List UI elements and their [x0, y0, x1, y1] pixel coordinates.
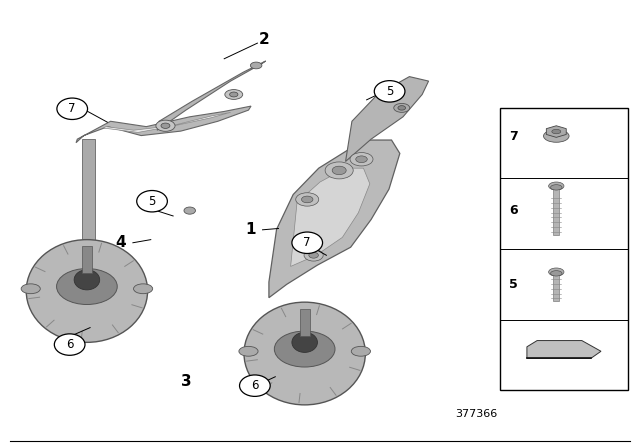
Circle shape [137, 190, 168, 212]
Ellipse shape [250, 62, 262, 69]
Circle shape [54, 334, 85, 355]
Bar [553, 186, 559, 235]
Ellipse shape [548, 268, 564, 276]
Circle shape [239, 375, 270, 396]
Ellipse shape [351, 346, 371, 356]
Ellipse shape [184, 207, 195, 214]
Ellipse shape [296, 193, 319, 206]
Text: 5: 5 [148, 195, 156, 208]
Polygon shape [547, 126, 566, 138]
Ellipse shape [134, 284, 153, 294]
Text: 2: 2 [259, 32, 270, 47]
Text: 7: 7 [509, 129, 518, 142]
Text: 7: 7 [303, 236, 311, 249]
Polygon shape [346, 77, 429, 161]
Text: 3: 3 [180, 374, 191, 389]
Text: 1: 1 [246, 222, 256, 237]
Circle shape [374, 81, 405, 102]
Text: 5: 5 [509, 278, 518, 291]
Text: 6: 6 [66, 338, 74, 351]
Bar [500, 108, 628, 390]
Text: 6: 6 [251, 379, 259, 392]
Circle shape [292, 232, 323, 254]
Ellipse shape [74, 270, 100, 290]
Ellipse shape [398, 106, 406, 110]
Polygon shape [103, 112, 230, 133]
Text: 5: 5 [386, 85, 394, 98]
Polygon shape [269, 140, 400, 297]
Circle shape [57, 98, 88, 120]
Bar [300, 309, 310, 336]
Ellipse shape [301, 196, 313, 203]
Text: 4: 4 [115, 235, 126, 250]
Ellipse shape [552, 129, 561, 134]
Ellipse shape [161, 123, 170, 129]
Ellipse shape [230, 92, 238, 97]
Ellipse shape [156, 120, 175, 131]
Polygon shape [157, 61, 266, 130]
Bar [553, 272, 559, 301]
Ellipse shape [309, 252, 319, 258]
Ellipse shape [292, 332, 317, 353]
Ellipse shape [550, 271, 562, 276]
Polygon shape [527, 340, 601, 358]
Ellipse shape [56, 268, 117, 305]
Ellipse shape [239, 346, 258, 356]
Bar [82, 246, 92, 273]
Ellipse shape [356, 156, 367, 163]
Ellipse shape [548, 182, 564, 190]
Polygon shape [76, 106, 251, 143]
Ellipse shape [21, 284, 40, 294]
Ellipse shape [325, 162, 353, 179]
Text: 7: 7 [68, 102, 76, 115]
Ellipse shape [275, 331, 335, 367]
Ellipse shape [332, 166, 346, 175]
Ellipse shape [304, 250, 323, 261]
Ellipse shape [394, 103, 410, 112]
Text: 377366: 377366 [455, 409, 497, 419]
Polygon shape [291, 168, 370, 267]
Ellipse shape [26, 240, 148, 342]
Ellipse shape [350, 152, 373, 166]
Ellipse shape [543, 130, 569, 142]
Text: 6: 6 [509, 204, 518, 217]
Ellipse shape [244, 302, 365, 405]
Ellipse shape [225, 90, 243, 99]
Ellipse shape [550, 185, 562, 190]
Polygon shape [82, 139, 95, 244]
